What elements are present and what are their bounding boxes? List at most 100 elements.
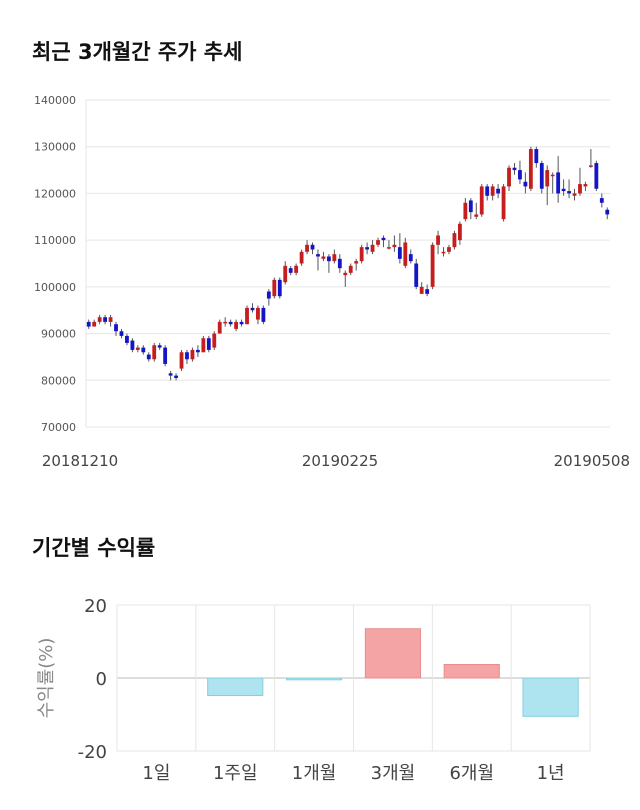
candle-body [321, 256, 326, 259]
candle [195, 345, 200, 357]
candle [528, 146, 533, 192]
candle [201, 335, 206, 353]
candle-body [299, 251, 304, 264]
candle [234, 319, 239, 332]
candle [523, 172, 528, 194]
candle [441, 247, 446, 257]
candle-body [425, 289, 430, 294]
candle-body [572, 193, 577, 196]
candle-body [217, 321, 222, 334]
candle [501, 184, 506, 222]
candle [277, 277, 282, 299]
candle [179, 349, 184, 371]
bar-category-label: 1주일 [213, 763, 258, 784]
candlestick-y-ticks: 70000 80000 90000 100000 110000 120000 130000 1… [34, 94, 76, 434]
candle [397, 233, 402, 264]
candle-body [578, 184, 582, 194]
candle-body [523, 181, 528, 187]
candle [370, 240, 375, 255]
candle [157, 342, 162, 350]
candle-body [474, 214, 479, 217]
period-returns-title: 기간별 수익률 [32, 536, 156, 560]
candle-body [408, 254, 413, 262]
candle-body [337, 258, 342, 269]
candle [337, 254, 342, 273]
candle-body [387, 247, 391, 249]
candlestick-x-ticks: 20181210 20190225 20190508 [42, 452, 630, 470]
candlestick-chart: 70000 80000 90000 100000 110000 120000 130000 1… [34, 94, 630, 470]
candle [206, 335, 211, 353]
candle-body [463, 202, 468, 220]
candlestick-marks [86, 146, 610, 381]
candle [436, 230, 440, 255]
candle-body [490, 186, 495, 196]
candle-body [92, 321, 97, 327]
candle [578, 167, 582, 196]
candle-y-tick-label: 120000 [34, 187, 76, 200]
candle-body [108, 317, 113, 322]
candle [190, 347, 195, 362]
candle-body [223, 321, 228, 324]
candle-body [507, 167, 511, 187]
candle-body [152, 345, 157, 360]
candle-body [174, 375, 178, 378]
candle-body [550, 174, 555, 177]
candle [103, 314, 108, 325]
candle [92, 319, 97, 327]
candle-body [485, 186, 490, 196]
candle [125, 333, 129, 346]
bar-category-label: 1년 [537, 763, 565, 784]
candle [294, 263, 299, 276]
candle-body [86, 321, 91, 327]
candle [272, 277, 277, 299]
return-bar [522, 677, 579, 717]
candle [223, 317, 228, 327]
candle [518, 160, 522, 185]
candle-body [245, 307, 249, 325]
candle-body [277, 279, 282, 297]
candle [348, 263, 353, 276]
candle-x-tick-label: 20190508 [554, 452, 630, 470]
candle-body [185, 352, 189, 360]
bar-grid [116, 604, 591, 752]
candle-y-tick-label: 70000 [41, 421, 76, 434]
candle [539, 160, 544, 194]
candle [408, 249, 413, 264]
candle [239, 319, 244, 327]
candle [305, 240, 309, 255]
candle-body [501, 186, 506, 220]
candle [403, 237, 408, 269]
candle [414, 258, 419, 290]
candle [430, 242, 435, 290]
candle-body [206, 338, 211, 350]
candle-body [447, 247, 451, 252]
candle-y-tick-label: 110000 [34, 234, 76, 247]
candle-x-tick-label: 20181210 [42, 452, 118, 470]
bar-y-axis-label: 수익률(%) [36, 638, 57, 719]
candle [288, 265, 293, 276]
candle [261, 305, 266, 325]
candle-body [468, 200, 473, 213]
candle [474, 202, 479, 220]
return-bar [285, 677, 343, 681]
candle-body [163, 347, 168, 364]
candle-body [599, 198, 604, 203]
candle [599, 193, 604, 208]
candle-body [392, 244, 397, 248]
candle-body [168, 373, 173, 376]
candle-body [310, 244, 315, 250]
candle [135, 345, 140, 353]
bar-y-tick-label: -20 [78, 742, 107, 763]
candle-body [359, 247, 364, 262]
candle-body [316, 254, 320, 257]
candle-body [97, 317, 102, 322]
candle [174, 373, 178, 381]
candle-body [119, 331, 124, 336]
candle-body [125, 335, 129, 343]
return-bar [364, 628, 422, 679]
candle-body [567, 191, 571, 194]
candle [217, 319, 222, 334]
candle [550, 172, 555, 194]
candle [316, 249, 320, 271]
candle-body [397, 247, 402, 259]
